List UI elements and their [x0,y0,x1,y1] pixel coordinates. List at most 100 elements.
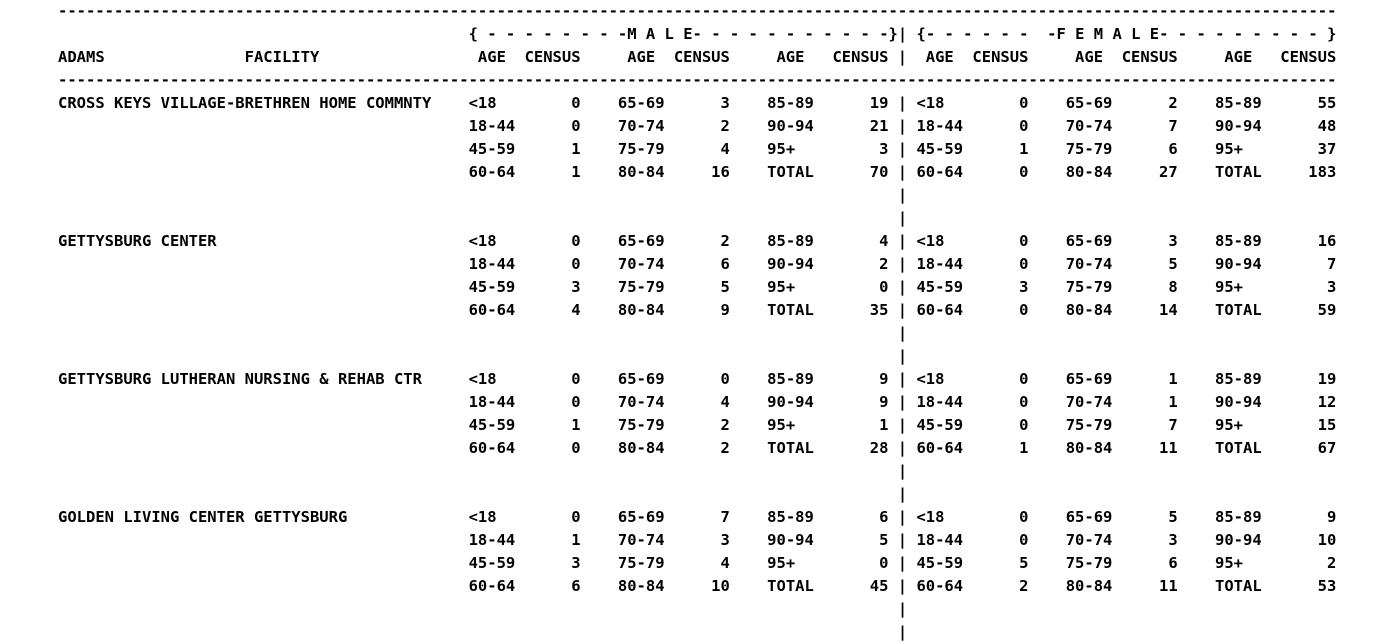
age-cell: 18-44 [468,531,516,549]
census-cell: 1 [1168,370,1178,388]
pipe-separator: | [888,439,917,457]
data-row: CROSS KEYS VILLAGE-BRETHREN HOME COMMNTY… [58,92,1400,115]
facility-name [58,299,469,322]
age-cell: 75-79 [617,416,665,434]
gap [1178,276,1215,299]
gap [581,299,618,322]
data-row: 60-64 0 80-84 2 TOTAL 28 | 60-64 1 80-84 11 TOTAL… [58,437,1400,460]
census-cell: 35 [869,301,889,319]
spacer-row: | [58,184,1400,207]
census-cell: 0 [1019,163,1029,181]
data-row: 60-64 4 80-84 9 TOTAL 35 | 60-64 0 80-84 14 TOTAL… [58,299,1400,322]
divider: ----------------------------------------… [58,2,1337,20]
age-cell: 60-64 [916,163,964,181]
pipe-separator: | [888,163,917,181]
gap [581,391,618,414]
facility-name [58,161,469,184]
census-cell: 45 [869,577,889,595]
report-body: CROSS KEYS VILLAGE-BRETHREN HOME COMMNTY… [58,92,1400,644]
pad [58,345,898,368]
census-cell: 0 [571,255,581,273]
gap [730,529,767,552]
age-cell: <18 [468,508,497,526]
pipe-separator: | [888,48,917,66]
census-cell: 6 [1168,140,1178,158]
gap [1178,138,1215,161]
age-cell: 45-59 [468,278,516,296]
census-cell: 9 [720,301,730,319]
age-cell: 90-94 [767,255,814,273]
facility-name [58,138,469,161]
age-cell: 80-84 [617,577,665,595]
census-cell: 0 [1019,117,1029,135]
age-cell: 65-69 [617,508,665,526]
gap [581,575,618,598]
age-cell: 45-59 [916,416,964,434]
pipe-separator: | [897,186,908,204]
gap [581,230,618,253]
age-cell: 80-84 [1065,439,1113,457]
census-cell: 6 [571,577,581,595]
gap [1028,575,1065,598]
age-cell: 80-84 [1065,301,1113,319]
data-row: 45-59 3 75-79 4 95+ 0 | 45-59 5 75-79 6 95+ 2 [58,552,1400,575]
age-cell: 60-64 [916,301,964,319]
age-cell: TOTAL [1215,439,1262,457]
spacer-row: | [58,345,1400,368]
age-column-header: AGE [916,48,954,66]
gap [730,368,767,391]
data-row: GETTYSBURG CENTER <18 0 65-69 2 85-89 4 | <18 0… [58,230,1400,253]
age-cell: 85-89 [767,370,814,388]
gap [1178,92,1215,115]
pipe-separator: | [888,531,917,549]
census-cell: 9 [879,393,889,411]
pipe-separator: | [888,232,917,250]
age-cell: 80-84 [617,163,665,181]
gap [581,138,618,161]
gap [730,276,767,299]
pipe-separator: | [897,462,908,480]
age-cell: 95+ [767,416,796,434]
age-cell: 80-84 [617,439,665,457]
census-column-header: CENSUS [524,48,581,66]
gap [730,230,767,253]
gap [730,138,767,161]
census-cell: 6 [1168,554,1178,572]
gap [1178,253,1215,276]
gap [1028,115,1065,138]
census-cell: 3 [720,94,730,112]
pipe-separator: | [888,140,917,158]
age-cell: 90-94 [767,531,814,549]
age-cell: 90-94 [1215,255,1262,273]
census-cell: 2 [1019,577,1029,595]
age-cell: 95+ [1215,140,1243,158]
gap [1028,552,1065,575]
pipe-separator: | [897,25,917,43]
age-cell: <18 [916,94,945,112]
age-cell: 18-44 [468,117,516,135]
gap [581,529,618,552]
age-cell: 65-69 [617,94,665,112]
facility-name [58,391,469,414]
gap [581,115,618,138]
gap [581,253,618,276]
age-cell: 70-74 [1065,255,1113,273]
pipe-separator: | [888,117,917,135]
census-cell: 0 [1019,370,1029,388]
pipe-separator: | [888,94,917,112]
gap [1028,529,1065,552]
age-cell: TOTAL [767,577,814,595]
census-cell: 3 [879,140,889,158]
age-column-header: AGE [1065,48,1104,66]
age-cell: 60-64 [468,439,516,457]
census-cell: 1 [1019,140,1029,158]
pipe-separator: | [897,209,908,227]
gap [581,414,618,437]
age-cell: 70-74 [617,393,665,411]
age-cell: 65-69 [617,370,665,388]
census-cell: 5 [1019,554,1029,572]
census-cell: 0 [1019,393,1029,411]
gap [581,276,618,299]
pipe-separator: | [897,324,908,342]
age-cell: <18 [916,232,945,250]
